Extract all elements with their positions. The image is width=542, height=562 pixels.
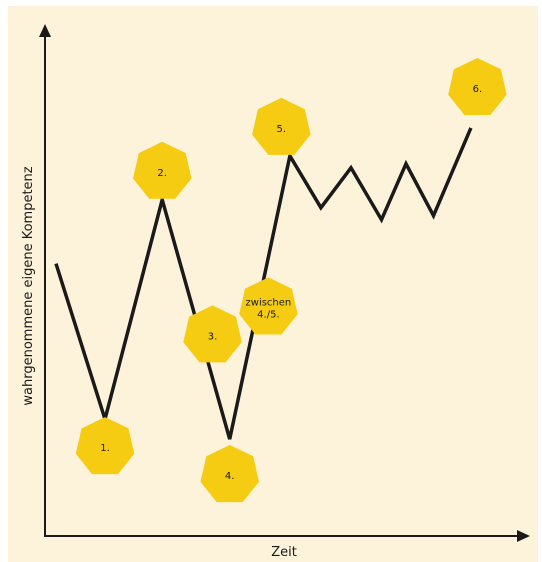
marker-label: 4. — [225, 471, 235, 482]
marker-label: 2. — [157, 168, 167, 179]
x-axis-arrowhead — [517, 530, 530, 542]
phase-marker: 6. — [448, 58, 507, 115]
phase-marker: 5. — [252, 97, 311, 155]
x-axis-label: Zeit — [271, 545, 297, 560]
heptagon-marker — [252, 97, 311, 155]
marker-label: 3. — [208, 331, 218, 342]
y-axis-arrowhead — [39, 24, 51, 37]
marker-label: 1. — [100, 443, 110, 454]
phase-marker: 2. — [133, 141, 192, 199]
marker-label: zwischen — [246, 297, 292, 308]
series-group — [54, 127, 473, 440]
heptagon-marker — [239, 277, 298, 335]
heptagon-marker — [183, 305, 242, 363]
phase-marker: 4. — [200, 445, 259, 503]
series-line — [54, 127, 473, 440]
heptagon-marker — [133, 141, 192, 199]
heptagon-marker — [448, 58, 507, 115]
phase-marker: 3. — [183, 305, 242, 363]
marker-label: 6. — [473, 84, 483, 95]
marker-label: 5. — [277, 124, 287, 135]
axes — [39, 24, 530, 542]
heptagon-marker — [75, 417, 135, 475]
marker-label: 4./5. — [257, 309, 279, 320]
heptagon-marker — [200, 445, 259, 503]
phase-marker: 1. — [75, 417, 135, 475]
y-axis-label: wahrgenommene eigene Kompetenz — [21, 166, 36, 405]
